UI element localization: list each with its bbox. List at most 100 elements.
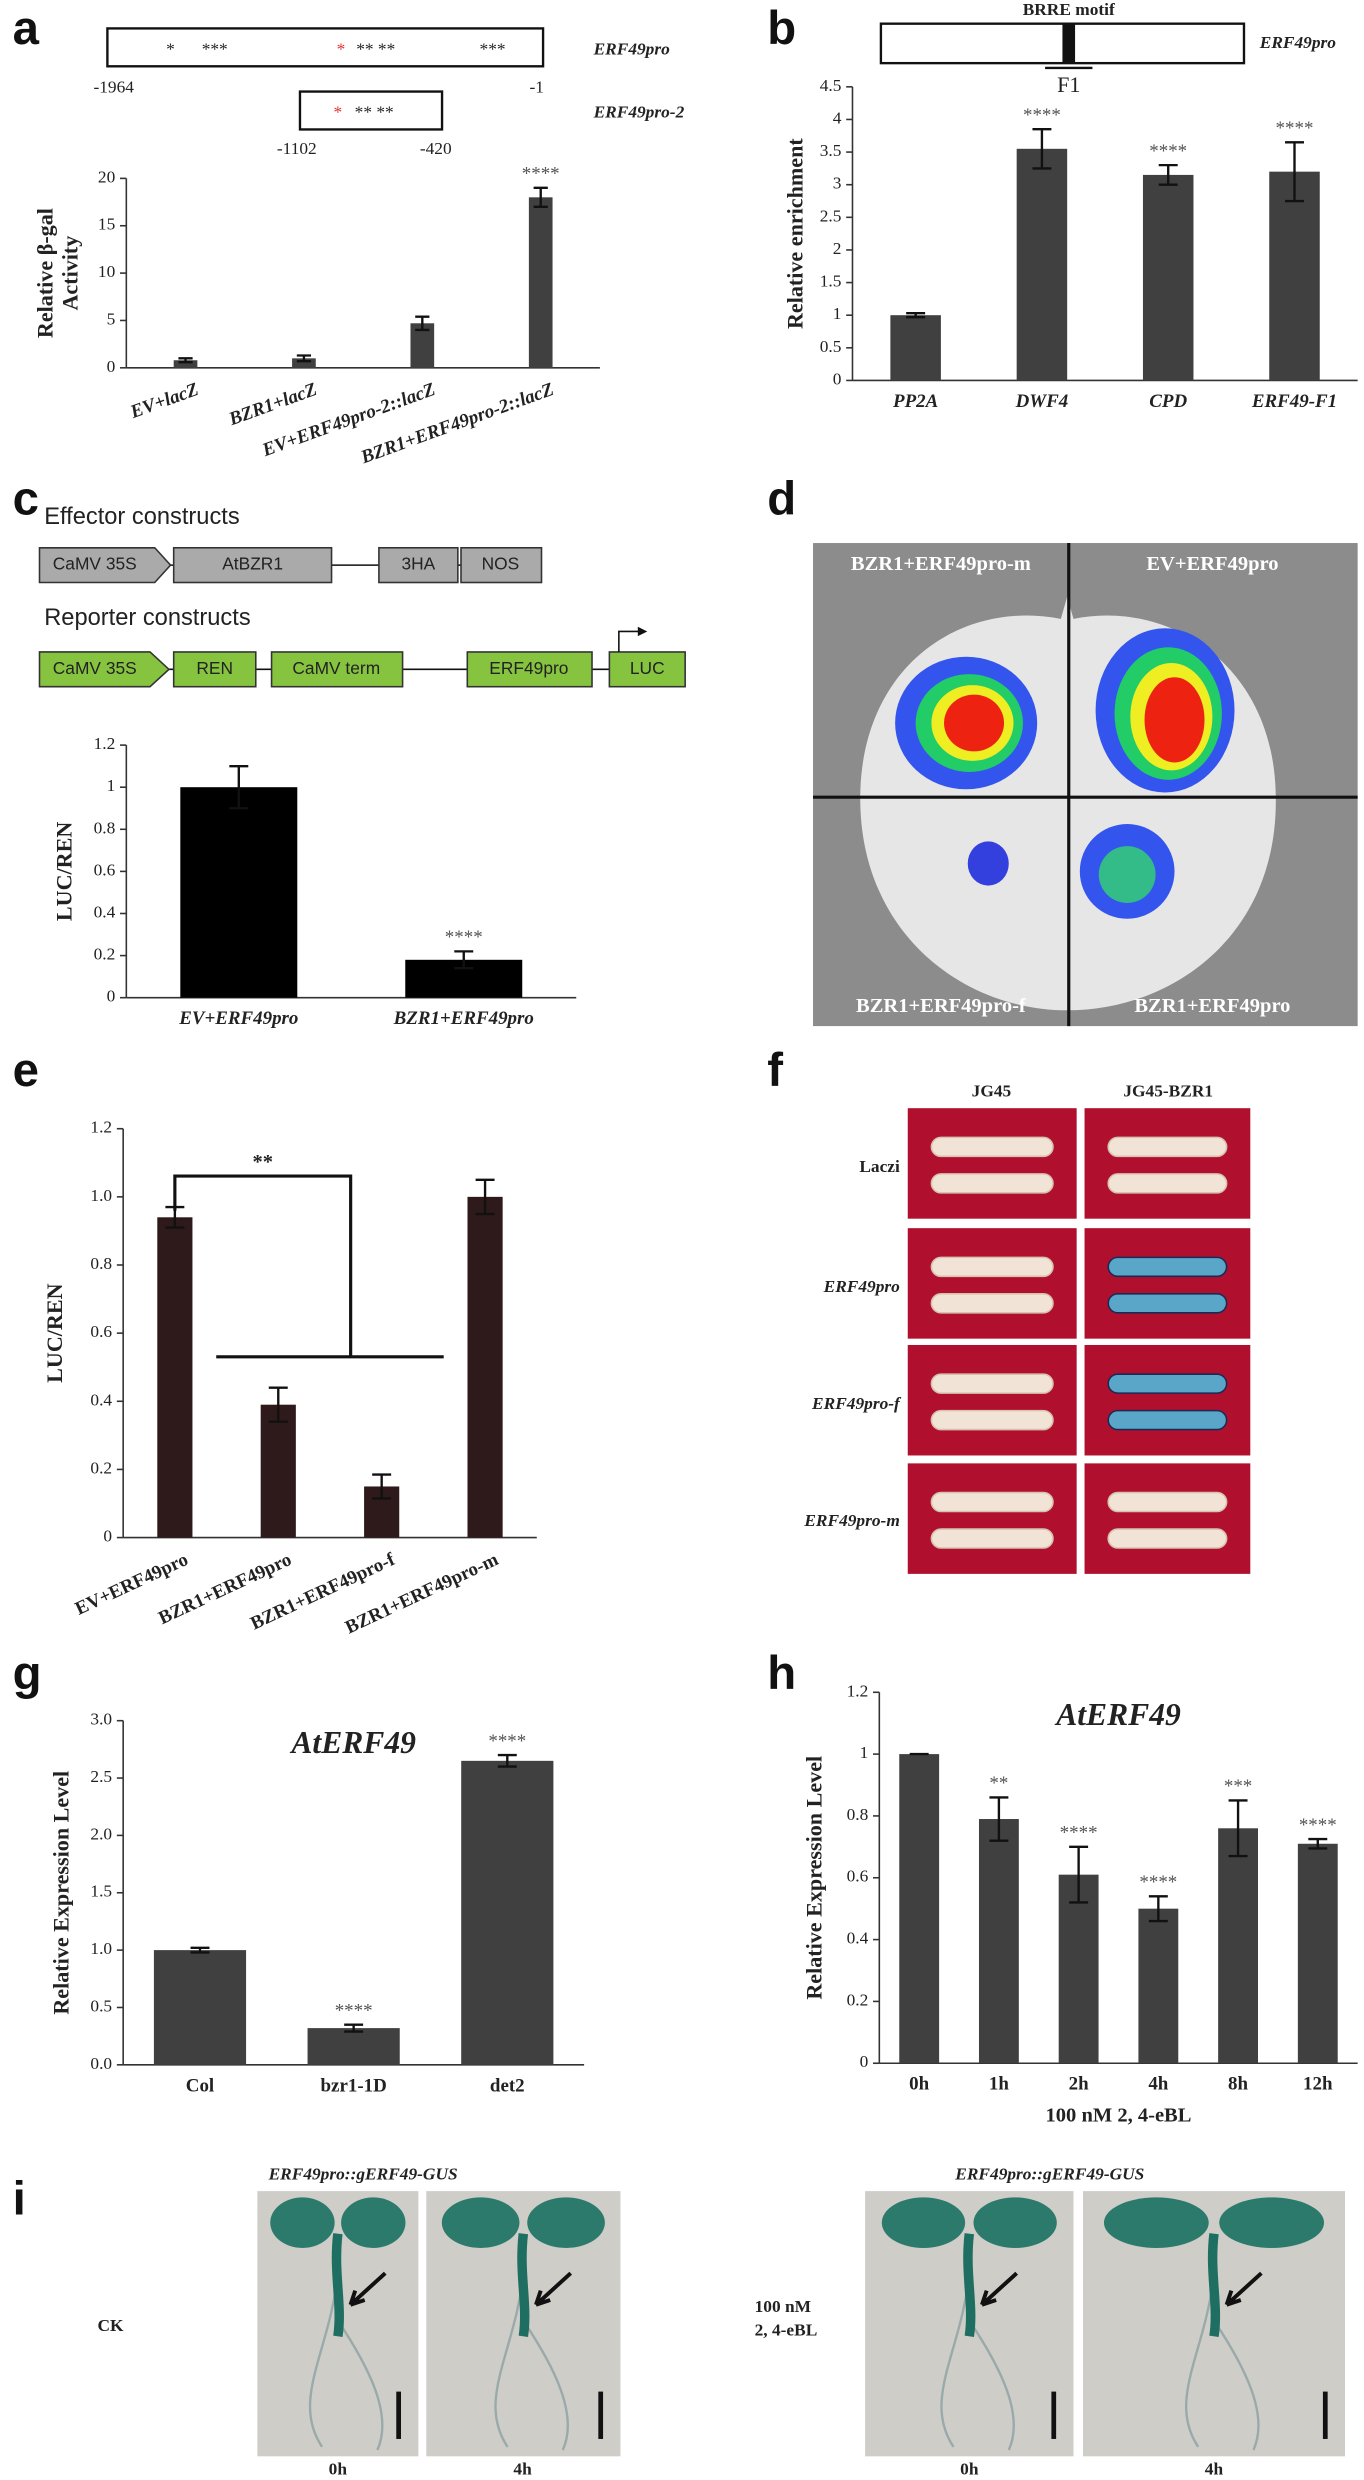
element-box — [460, 546, 543, 584]
root — [308, 2273, 384, 2451]
error-bar — [344, 2023, 364, 2033]
luc-image: BZR1+ERF49pro-m EV+ERF49pro BZR1+ERF49pr… — [813, 543, 1358, 1027]
x-tick-label: 0h — [909, 2074, 929, 2095]
motif-stars: ** ** — [356, 39, 395, 58]
x-tick-label: 4h — [1148, 2074, 1168, 2095]
treatment-label: CK — [98, 2316, 125, 2335]
y-tick-label: 1.2 — [847, 1681, 869, 1700]
arrow — [534, 2271, 573, 2307]
y-tick-label: 1.2 — [94, 734, 116, 753]
plate — [1084, 1108, 1251, 1219]
panel-label: e — [13, 1044, 39, 1097]
motif-stars: * — [334, 103, 343, 122]
colony-streak — [930, 1293, 1054, 1314]
panel-label: b — [767, 2, 796, 55]
promoter-box — [106, 27, 545, 68]
scale-bar — [1322, 2391, 1328, 2439]
y-tick-label: 0.5 — [820, 337, 842, 356]
bar — [899, 1754, 940, 2064]
cotyledon — [881, 2197, 966, 2248]
y-tick-label: 0.4 — [94, 902, 116, 921]
significance-label: **** — [488, 1731, 526, 1752]
y-tick-label: 1 — [107, 776, 116, 795]
y-tick-label: 2.5 — [90, 1767, 112, 1786]
time-label: 0h — [960, 2460, 979, 2479]
y-axis-label: Activity — [58, 236, 83, 311]
x-tick-label: 8h — [1228, 2074, 1248, 2095]
promoter-arrow — [38, 546, 172, 584]
bar — [260, 1404, 296, 1538]
element-label: REN — [196, 658, 233, 678]
y-tick-label: 0.6 — [94, 860, 116, 879]
x-tick-label: 1h — [989, 2074, 1009, 2095]
chart-title: AtERF49 — [289, 1725, 416, 1760]
y-tick-label: 3.5 — [820, 141, 842, 160]
bar — [467, 1196, 503, 1538]
cotyledon — [973, 2197, 1057, 2248]
y-tick-label: 0 — [860, 2052, 869, 2071]
y-tick-label: 0 — [103, 1527, 112, 1546]
plate — [907, 1108, 1077, 1219]
arrow — [980, 2271, 1018, 2307]
error-bar — [1069, 1845, 1089, 1904]
construct-label: ERF49pro — [1259, 33, 1337, 52]
y-tick-label: 0.8 — [847, 1805, 869, 1824]
bar — [461, 1760, 554, 2065]
scale-bar — [598, 2391, 604, 2439]
bar — [292, 358, 316, 368]
cotyledon — [527, 2197, 605, 2248]
error-bar — [229, 764, 249, 810]
element-label: ERF49pro — [489, 658, 568, 678]
y-tick-label: 0.2 — [847, 1990, 869, 2009]
plate — [907, 1463, 1077, 1574]
scale-bar — [1051, 2391, 1057, 2439]
motif-stars: *** — [202, 39, 228, 58]
y-axis-label: Relative enrichment — [782, 138, 807, 329]
time-label: 4h — [1205, 2460, 1224, 2479]
y-tick-label: 0 — [107, 987, 116, 1006]
y-tick-label: 2 — [833, 239, 842, 258]
cotyledon — [441, 2197, 520, 2248]
y-axis-label: LUC/REN — [51, 822, 76, 921]
row-label: ERF49pro-f — [811, 1394, 902, 1413]
bar — [410, 323, 435, 368]
y1h-image: JG45 JG45-BZR1 Laczi ERF49pro ERF49pro-f… — [803, 1081, 1251, 1574]
panel-label: i — [13, 2173, 26, 2226]
element-box — [378, 546, 459, 584]
y-tick-label: 2.0 — [90, 1824, 112, 1843]
signal — [1098, 846, 1156, 903]
y-axis-label: Relative Expression Level — [48, 1771, 73, 2015]
time-label: 0h — [329, 2460, 348, 2479]
y-tick-label: 0.5 — [90, 1996, 112, 2015]
colony-streak — [930, 1409, 1054, 1431]
bar — [173, 360, 198, 368]
panel-label: c — [13, 473, 39, 526]
y-tick-label: 3 — [833, 174, 842, 193]
significance-label: ** — [253, 1151, 274, 1173]
panel-label: g — [13, 1647, 42, 1700]
x-tick-label: det2 — [490, 2075, 525, 2096]
y-tick-label: 0.4 — [847, 1929, 869, 1948]
time-label: 4h — [513, 2460, 532, 2479]
motif-stars: * — [166, 39, 175, 58]
y-tick-label: 1.2 — [90, 1118, 112, 1137]
bar — [153, 1950, 247, 2065]
colony-streak — [1107, 1136, 1228, 1158]
x-tick-label: CPD — [1149, 391, 1187, 412]
y-tick-label: 1.5 — [820, 272, 842, 291]
element-label: NOS — [482, 554, 520, 574]
y-axis-label: Relative Expression Level — [801, 1756, 826, 2000]
bar — [1218, 1828, 1258, 2064]
image-label: BZR1+ERF49pro — [1134, 995, 1290, 1017]
signal — [944, 694, 1005, 752]
x-tick-label: ERF49-F1 — [1251, 391, 1337, 412]
y-tick-label: 2.5 — [820, 206, 842, 225]
image-title: ERF49pro::gERF49-GUS — [268, 2164, 458, 2183]
motif-stars: *** — [480, 39, 506, 58]
panel-label: d — [767, 473, 796, 526]
row-label: ERF49pro — [823, 1277, 901, 1296]
element-box — [608, 651, 686, 688]
y-tick-label: 0.8 — [94, 818, 116, 837]
x-tick-label: BZR1+ERF49pro-2::lacZ — [357, 379, 557, 469]
plate — [1084, 1463, 1251, 1574]
